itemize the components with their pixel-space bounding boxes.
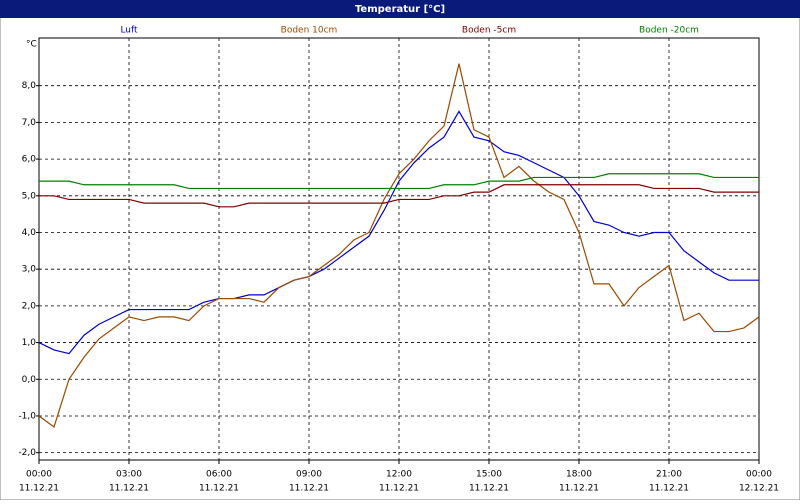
legend-entry: Boden 10cm	[281, 26, 338, 36]
x-tick-date: 11.12.21	[109, 484, 149, 494]
chart-title: Temperatur [°C]	[355, 4, 445, 15]
x-tick-date: 11.12.21	[649, 484, 689, 494]
y-tick-label: 6,0	[22, 155, 37, 165]
x-tick-label: 21:00	[656, 470, 682, 480]
series-line	[38, 63, 760, 428]
x-tick-label: 12:00	[386, 470, 412, 480]
x-tick-date: 11.12.21	[469, 484, 509, 494]
x-tick-label: 09:00	[296, 470, 322, 480]
y-unit: °C	[26, 40, 37, 50]
series-line	[39, 173, 759, 190]
y-tick-label: 7,0	[22, 118, 37, 128]
y-tick-label: -2,0	[18, 448, 36, 458]
title-bar	[0, 0, 800, 18]
y-tick-label: 8,0	[22, 81, 37, 91]
x-tick-label: 00:00	[26, 470, 52, 480]
y-tick-label: 5,0	[22, 191, 37, 201]
x-tick-date: 11.12.21	[559, 484, 599, 494]
x-tick-date: 12.12.21	[739, 484, 779, 494]
series-line	[39, 184, 759, 208]
legend-entry: Boden -5cm	[462, 26, 516, 36]
x-tick-label: 18:00	[566, 470, 592, 480]
x-tick-date: 11.12.21	[19, 484, 59, 494]
x-tick-label: 06:00	[206, 470, 232, 480]
x-tick-label: 03:00	[116, 470, 142, 480]
y-tick-label: 2,0	[22, 301, 37, 311]
y-tick-label: 4,0	[22, 228, 37, 238]
series-line	[38, 110, 759, 355]
x-tick-date: 11.12.21	[379, 484, 419, 494]
x-tick-label: 00:00	[746, 470, 772, 480]
x-tick-label: 15:00	[476, 470, 502, 480]
y-tick-label: 1,0	[22, 338, 37, 348]
x-tick-date: 11.12.21	[289, 484, 329, 494]
y-tick-label: 3,0	[22, 265, 37, 275]
y-tick-label: -1,0	[18, 411, 36, 421]
legend-entry: Luft	[120, 26, 138, 36]
y-tick-label: 0,0	[22, 375, 37, 385]
x-tick-date: 11.12.21	[199, 484, 239, 494]
legend-entry: Boden -20cm	[639, 26, 699, 36]
